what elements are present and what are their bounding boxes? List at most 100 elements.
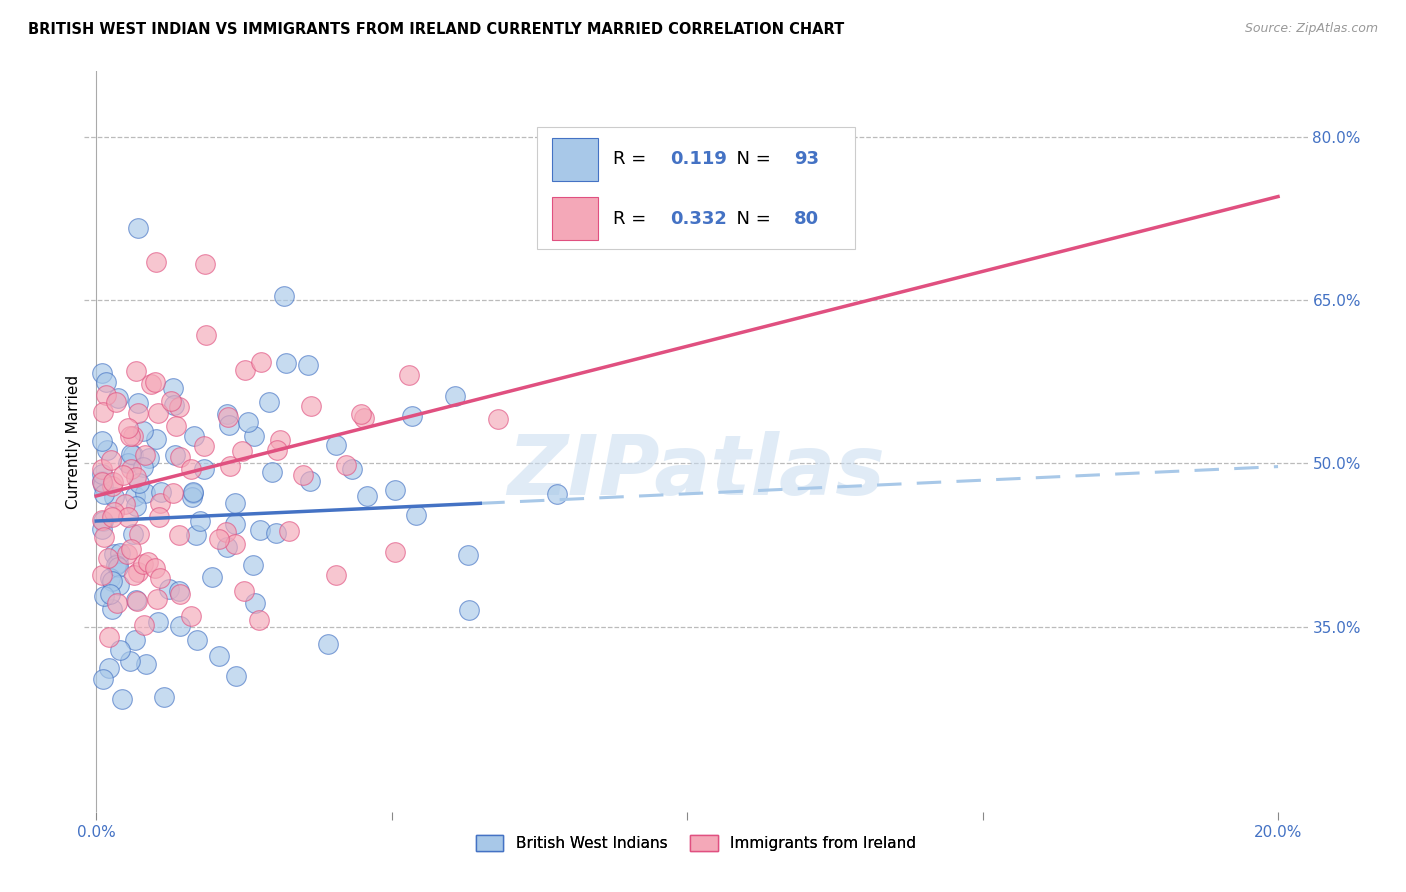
Point [148, 510, 170, 524]
Point [146, 592, 169, 607]
Point [122, 527, 145, 541]
Point [132, 424, 155, 438]
Point [146, 615, 169, 629]
Point [93, 530, 115, 544]
Point [165, 418, 187, 433]
Point [233, 583, 256, 598]
Point [91, 522, 114, 536]
Point [194, 257, 217, 271]
Point [486, 411, 509, 425]
Point [117, 457, 139, 471]
Point [134, 486, 156, 500]
Point [118, 654, 141, 668]
Point [243, 596, 266, 610]
Point [277, 524, 299, 538]
Point [131, 557, 153, 571]
Point [110, 691, 132, 706]
Point [457, 548, 479, 562]
Point [120, 447, 142, 461]
Point [103, 490, 125, 504]
Point [111, 468, 134, 483]
Point [217, 540, 239, 554]
Point [162, 486, 184, 500]
Point [127, 396, 149, 410]
Point [273, 288, 295, 302]
Point [292, 467, 315, 482]
Point [335, 458, 357, 472]
Point [136, 555, 159, 569]
Point [148, 406, 170, 420]
Text: N =: N = [725, 210, 778, 227]
Point [128, 526, 150, 541]
Text: 0.332: 0.332 [671, 210, 727, 227]
Point [208, 648, 231, 663]
Text: R =: R = [613, 151, 652, 169]
Point [457, 603, 479, 617]
Point [149, 496, 172, 510]
Point [91, 467, 114, 481]
Point [217, 409, 239, 424]
Point [195, 328, 218, 343]
Point [384, 483, 406, 497]
Point [127, 565, 149, 579]
Point [181, 486, 204, 500]
Point [138, 450, 160, 465]
Point [162, 381, 184, 395]
Y-axis label: Currently Married: Currently Married [66, 375, 80, 508]
Point [201, 570, 224, 584]
Point [163, 398, 186, 412]
Point [122, 567, 145, 582]
Point [124, 470, 146, 484]
Text: Source: ZipAtlas.com: Source: ZipAtlas.com [1244, 22, 1378, 36]
Point [101, 475, 124, 490]
Point [157, 582, 180, 597]
Point [117, 547, 139, 561]
Point [127, 406, 149, 420]
Point [104, 395, 127, 409]
Point [100, 453, 122, 467]
Point [114, 497, 136, 511]
Point [180, 462, 202, 476]
Point [249, 523, 271, 537]
Point [91, 474, 114, 488]
Point [132, 459, 155, 474]
Point [145, 255, 167, 269]
Point [103, 504, 125, 518]
Point [218, 418, 240, 433]
Point [250, 355, 273, 369]
Point [297, 358, 319, 372]
Text: 80: 80 [794, 210, 818, 227]
Point [96, 442, 118, 457]
Point [180, 608, 202, 623]
Point [127, 221, 149, 235]
Point [247, 614, 270, 628]
Point [350, 407, 373, 421]
Point [134, 617, 156, 632]
Point [125, 499, 148, 513]
Point [356, 489, 378, 503]
Point [405, 508, 427, 523]
Point [193, 462, 215, 476]
Point [242, 558, 264, 573]
Point [105, 596, 128, 610]
FancyBboxPatch shape [551, 138, 598, 181]
Point [153, 690, 176, 704]
Point [167, 528, 190, 542]
Point [786, 180, 808, 194]
Point [299, 474, 322, 488]
Point [169, 583, 191, 598]
Point [276, 357, 298, 371]
Point [224, 537, 246, 551]
Point [93, 590, 115, 604]
Point [169, 450, 191, 464]
Point [94, 387, 117, 401]
Point [149, 571, 172, 585]
Text: ZIPatlas: ZIPatlas [508, 431, 884, 512]
Point [91, 672, 114, 686]
FancyBboxPatch shape [551, 197, 598, 240]
Point [124, 489, 146, 503]
Point [98, 571, 121, 585]
Point [105, 558, 128, 573]
Point [125, 593, 148, 607]
Point [149, 484, 172, 499]
